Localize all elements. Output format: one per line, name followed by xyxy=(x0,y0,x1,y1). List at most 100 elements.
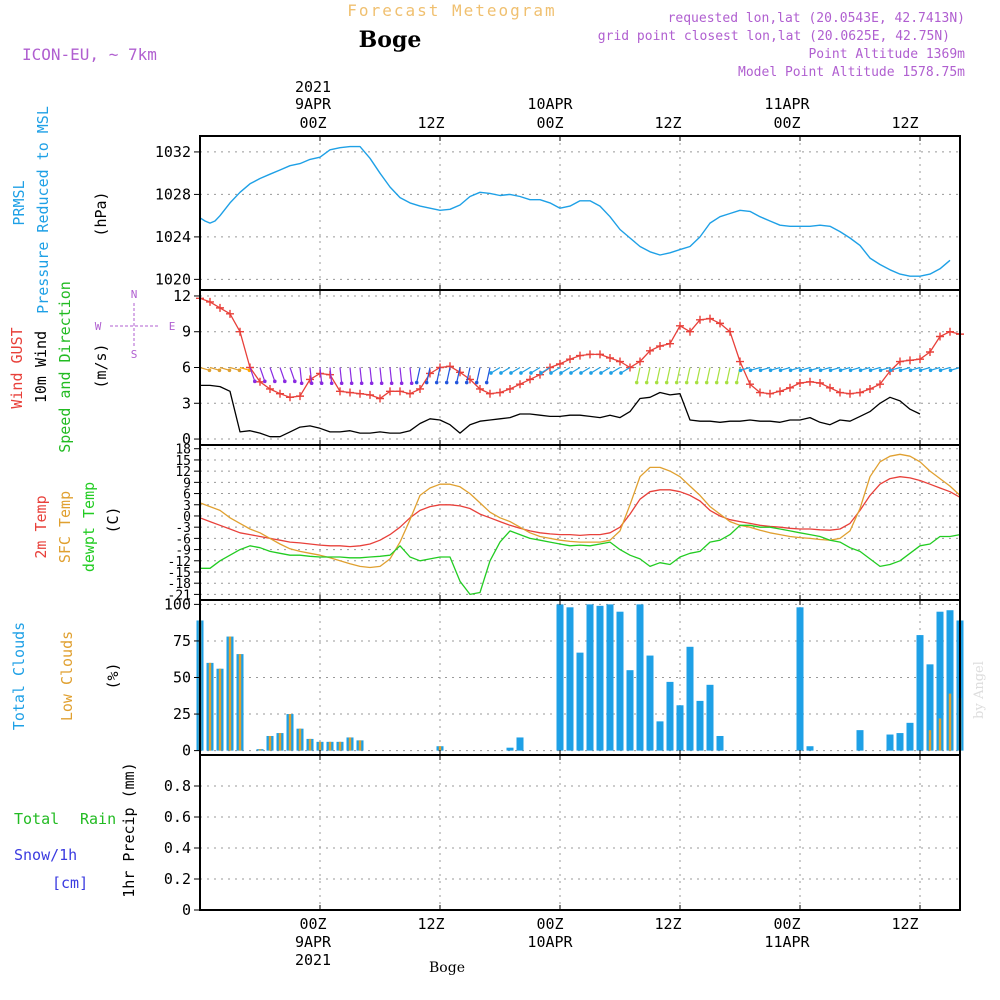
low-cloud-bar xyxy=(438,746,442,751)
wind-direction-arrow-head xyxy=(207,368,212,373)
wind-direction-arrow-head xyxy=(489,371,493,375)
footer-station: Boge xyxy=(429,960,465,976)
pressure-line xyxy=(199,145,951,277)
wind-direction-arrow xyxy=(369,367,373,384)
low-cloud-bar xyxy=(218,668,222,751)
y-tick-label: 6 xyxy=(182,359,191,377)
low-cloud-bar xyxy=(928,730,932,751)
wind-gust-marker xyxy=(416,384,424,393)
y-tick-label: 1032 xyxy=(155,143,191,161)
wind-direction-arrow-head xyxy=(898,368,903,373)
top-tick-label: 12Z xyxy=(417,114,444,132)
wind-gust-marker xyxy=(876,380,884,389)
bottom-tick-label: 12Z xyxy=(891,915,918,933)
wind-gust-marker xyxy=(826,383,834,392)
wind-gust-marker xyxy=(306,375,314,384)
wind-gust-marker xyxy=(406,389,414,398)
panel-frame xyxy=(199,444,961,601)
wind-gust-marker xyxy=(606,353,614,362)
wind-direction-arrow-head xyxy=(237,368,242,373)
wind-direction-arrow xyxy=(636,367,641,383)
wind-direction-arrow xyxy=(706,367,711,383)
wind-direction-arrow-head xyxy=(724,380,729,385)
model-name: ICON-EU, ~ 7km xyxy=(22,45,157,64)
wind-gust-marker xyxy=(916,355,924,364)
y-tick-label: 0.4 xyxy=(164,839,191,857)
wind-direction-arrow-head xyxy=(464,380,469,385)
wind-direction-arrow xyxy=(379,367,383,384)
wind-gust-marker xyxy=(616,357,624,366)
wind-gust-marker xyxy=(346,388,354,397)
wind-direction-arrow xyxy=(269,367,276,382)
wind-direction-arrow-head xyxy=(529,371,533,375)
requested-location: requested lon,lat (20.0543E, 42.7413N) xyxy=(668,11,965,26)
pressure-label-prmsl: PRMSL xyxy=(10,180,28,225)
wind-direction-arrow-head xyxy=(674,380,679,385)
wind-direction-arrow-head xyxy=(409,381,414,386)
wind-direction-arrow-head xyxy=(768,368,773,373)
bottom-tick-label: 00Z xyxy=(536,915,563,933)
wind-gust-marker xyxy=(476,384,484,393)
wind-direction-arrow-head xyxy=(253,379,257,384)
total-cloud-bar xyxy=(796,607,804,751)
total-cloud-bar xyxy=(606,604,614,751)
compass-s: S xyxy=(131,348,138,361)
wind-direction-arrow-head xyxy=(434,380,439,385)
pressure-label-msl: Pressure Reduced to MSL xyxy=(34,106,52,314)
y-tick-label: 9 xyxy=(182,323,191,341)
total-cloud-bar xyxy=(896,733,904,751)
wind-gust-marker xyxy=(926,348,934,356)
wind-direction-arrow-head xyxy=(714,380,719,385)
precip-panel-labels: Total Rain Snow/1h [cm] 1hr Precip (mm) xyxy=(14,762,138,897)
wind-gust-marker xyxy=(836,388,844,397)
wind-gust-marker xyxy=(716,319,724,328)
wind-direction-arrow-head xyxy=(644,380,649,385)
precip-snow-label: Snow/1h xyxy=(14,846,77,864)
wind-direction-arrow-head xyxy=(848,368,853,373)
low-cloud-bar xyxy=(208,662,212,751)
total-cloud-bar xyxy=(946,610,954,751)
wind-direction-arrow-head xyxy=(549,371,553,375)
wind-gust-marker xyxy=(846,389,854,398)
wind-gust-marker xyxy=(866,384,874,393)
y-tick-label: -21 xyxy=(168,588,191,603)
wind-gust-marker xyxy=(816,379,824,387)
total-cloud-bar xyxy=(566,607,574,751)
low-cloud-bar xyxy=(338,741,342,751)
wind-direction-arrow xyxy=(696,367,701,383)
y-tick-label: -15 xyxy=(168,566,191,581)
wind-direction-arrow-head xyxy=(938,368,943,373)
wind-gust-marker xyxy=(256,377,264,386)
bottom-tick-label: 12Z xyxy=(417,915,444,933)
total-cloud-bar xyxy=(936,611,944,751)
precip-cm-label: [cm] xyxy=(52,874,88,892)
top-tick-label: 00Z xyxy=(536,114,563,132)
wind-direction-arrow-head xyxy=(634,380,639,385)
total-cloud-bar xyxy=(586,604,594,751)
top-tick-label: 00Z xyxy=(773,114,800,132)
wind-direction-arrow xyxy=(686,367,691,383)
wind-gust-marker xyxy=(796,379,804,387)
wind-gust-marker xyxy=(376,394,384,403)
total-cloud-bar xyxy=(656,721,664,751)
wind-direction-arrow-head xyxy=(654,380,659,385)
bottom-year-label: 2021 xyxy=(295,951,331,969)
compass-n: N xyxy=(131,288,138,301)
wind-direction-arrow xyxy=(329,367,333,384)
total-clouds-label: Total Clouds xyxy=(10,622,28,730)
wind-direction-arrow-head xyxy=(217,368,222,373)
wind-direction-arrow-head xyxy=(227,368,232,373)
low-cloud-bar xyxy=(308,738,312,751)
wind-direction-arrow xyxy=(259,367,266,382)
y-tick-label: 0 xyxy=(182,742,191,760)
y-tick-label: 9 xyxy=(183,476,191,491)
y-tick-label: 0 xyxy=(183,510,191,525)
wind-unit: (m/s) xyxy=(92,343,110,388)
wind-speed-line xyxy=(200,384,921,438)
wind-gust-marker xyxy=(786,383,794,392)
y-tick-label: 75 xyxy=(173,632,191,650)
point-altitude: Point Altitude 1369m xyxy=(808,47,965,62)
top-time-axis: 2021 9APR 00Z 12Z 10APR 00Z 12Z 11APR 00… xyxy=(295,78,919,132)
wind-gust-marker xyxy=(946,327,954,336)
